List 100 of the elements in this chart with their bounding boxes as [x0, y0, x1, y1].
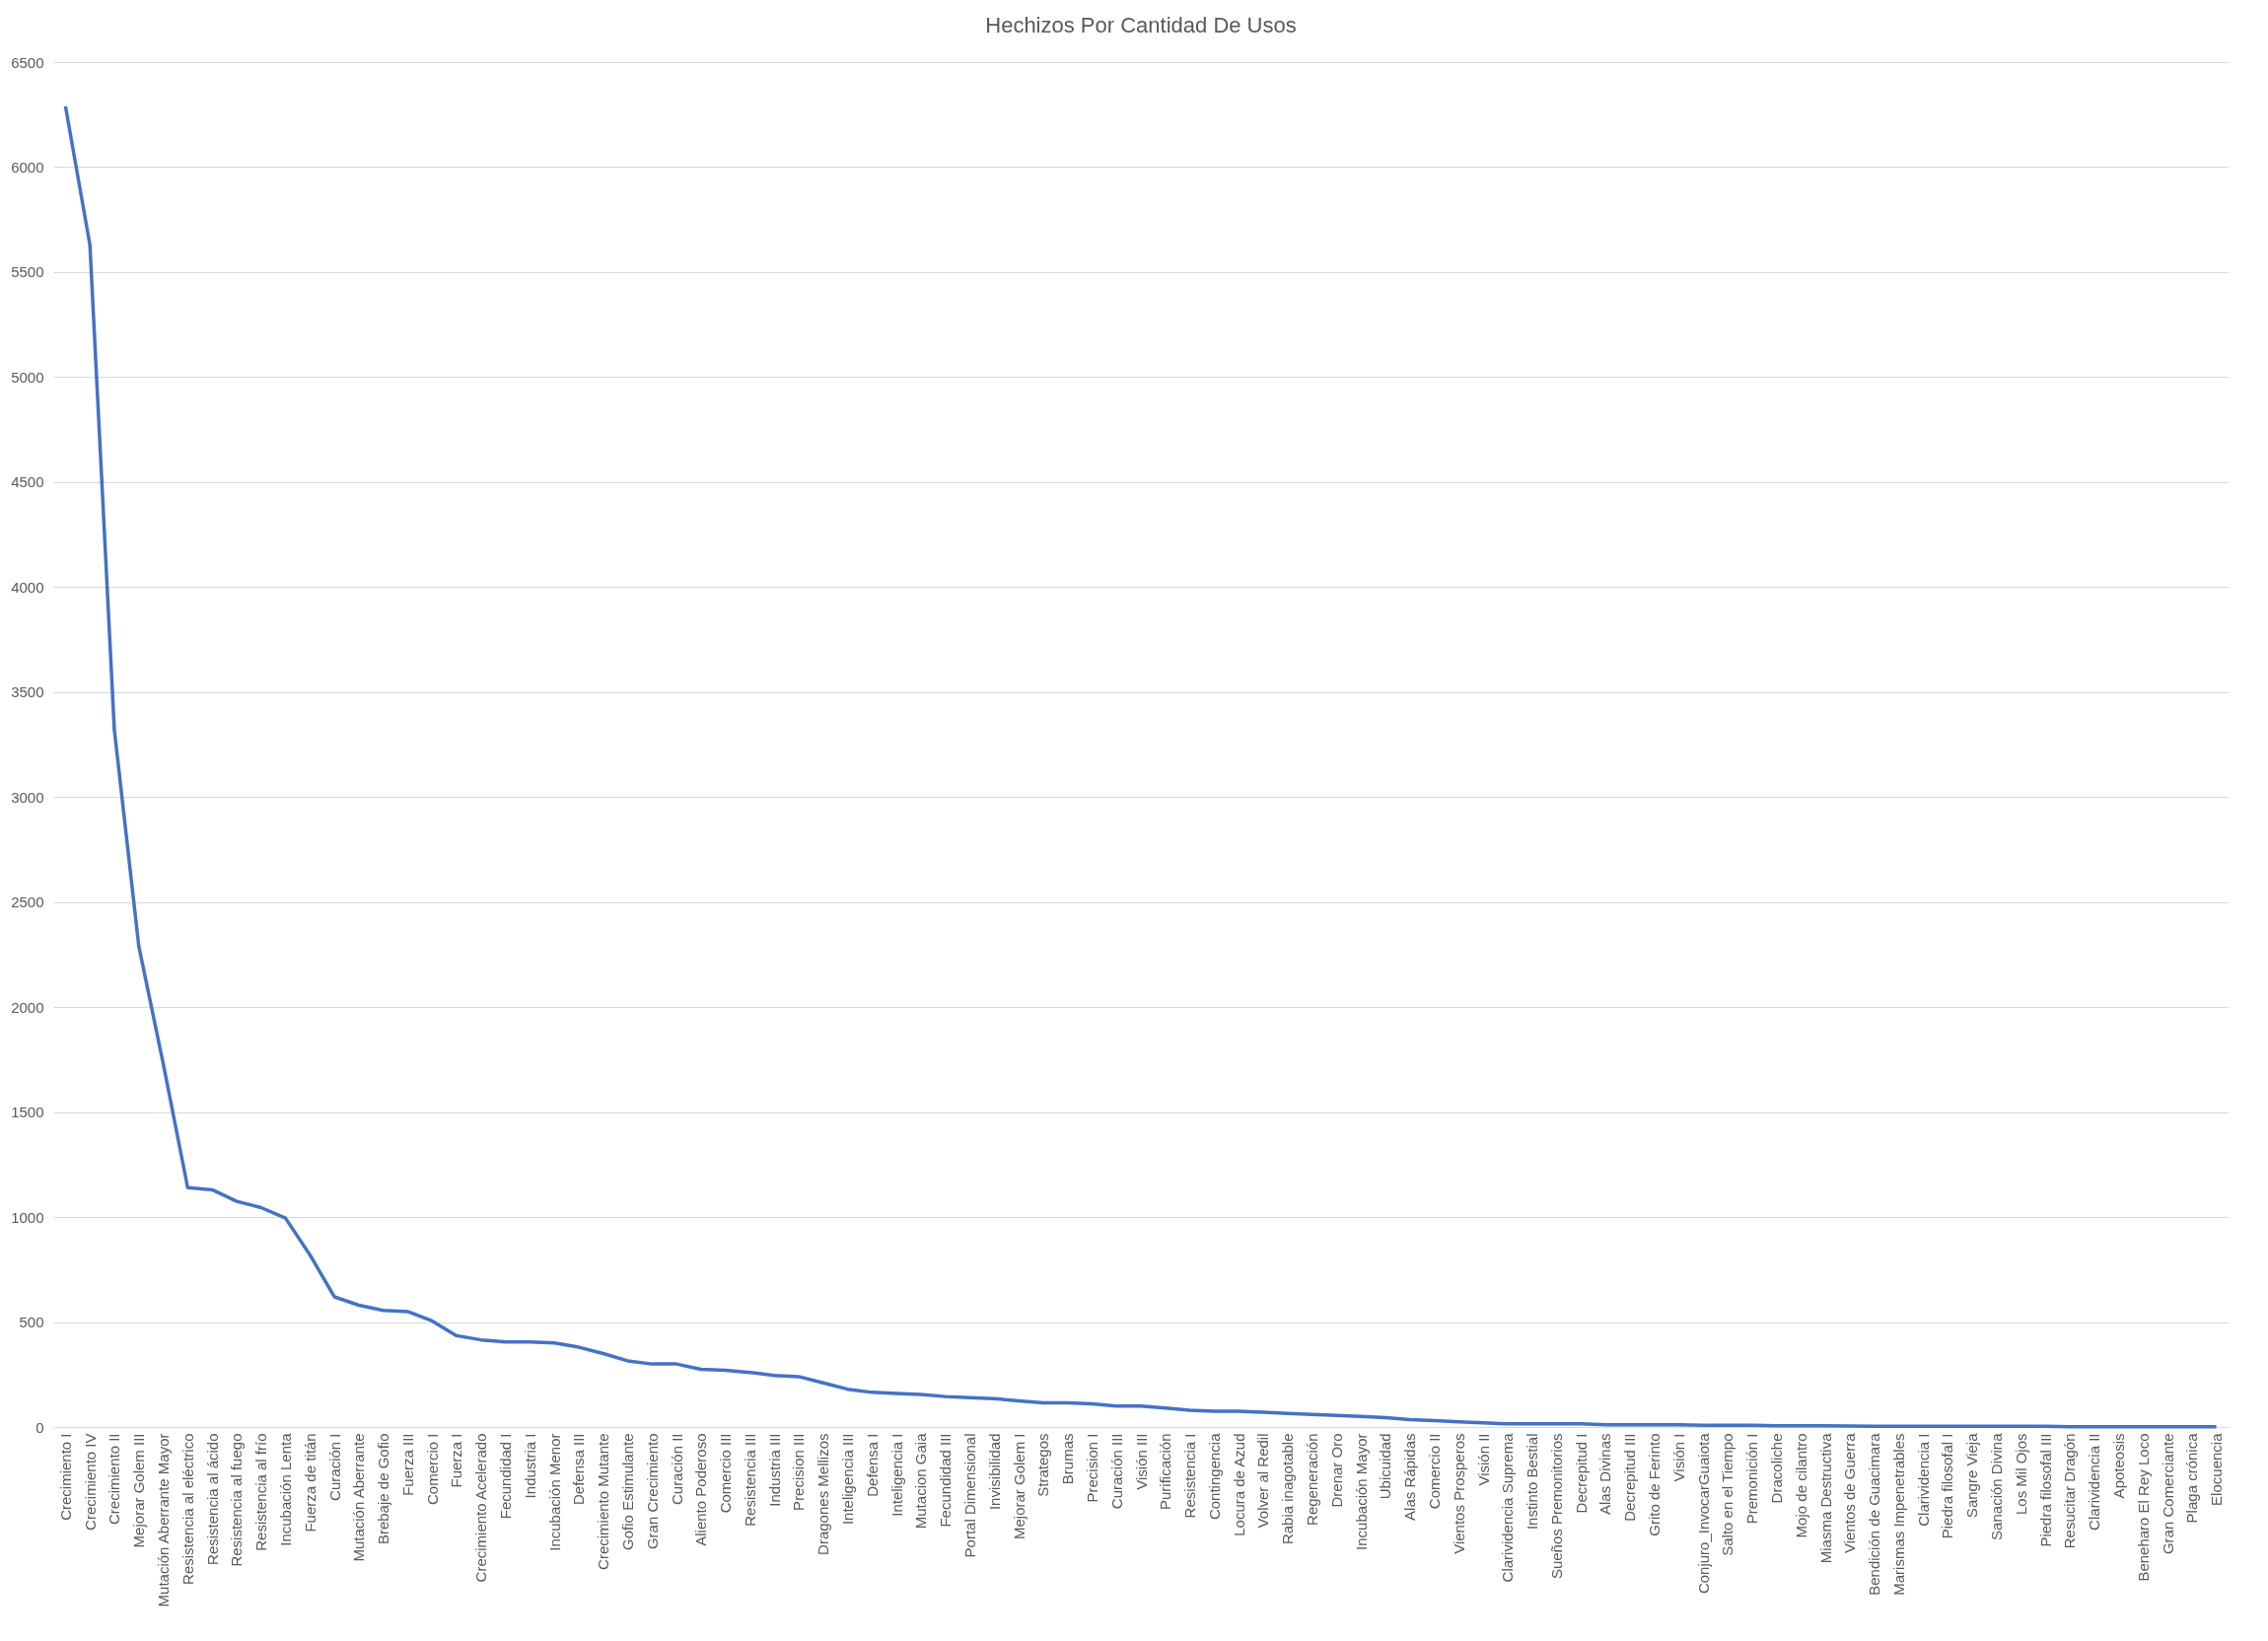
x-tick-label: Curación II: [668, 1433, 685, 1506]
x-tick-label: Incubación Mayor: [1352, 1433, 1370, 1550]
x-tick-label: Los Mil Ojos: [2012, 1433, 2029, 1516]
x-tick-label: Salto en el Tiempo: [1719, 1433, 1736, 1556]
x-tick-label: Gran Crecimiento: [643, 1433, 661, 1550]
x-tick-label: Alas Rápidas: [1401, 1433, 1419, 1521]
x-tick-label: Marismas Impenetrables: [1889, 1433, 1907, 1596]
y-tick-label: 0: [35, 1418, 44, 1436]
x-tick-label: Curación I: [325, 1433, 343, 1501]
x-tick-label: Visión II: [1474, 1433, 1492, 1486]
x-tick-label: Fecundidad III: [937, 1433, 955, 1528]
x-tick-label: Apoteosis: [2109, 1433, 2127, 1499]
y-tick-label: 500: [19, 1314, 44, 1331]
x-tick-label: Industria I: [521, 1433, 538, 1499]
x-tick-label: Comercio III: [717, 1433, 735, 1514]
x-tick-label: Aliento Poderoso: [692, 1433, 710, 1546]
x-tick-label: Purificación: [1157, 1433, 1174, 1511]
x-tick-label: Resistencia III: [741, 1433, 758, 1527]
x-tick-label: Crecimiento I: [56, 1433, 74, 1521]
x-tick-label: Gran Comerciante: [2159, 1433, 2176, 1555]
x-tick-label: Precision III: [790, 1433, 808, 1511]
x-tick-label: Portal Dimensional: [960, 1433, 978, 1558]
x-tick-label: Elocuencia: [2208, 1432, 2226, 1506]
y-tick-label: 1000: [11, 1208, 44, 1226]
y-tick-label: 1500: [11, 1104, 44, 1121]
chart-title: Hechizos Por Cantidad De Usos: [985, 13, 1297, 37]
y-tick-label: 2000: [11, 998, 44, 1016]
x-tick-label: Plaga crónica: [2183, 1432, 2201, 1524]
x-tick-label: Clarividencia I: [1914, 1433, 1932, 1527]
x-tick-label: Dragones Mellizos: [815, 1433, 832, 1555]
x-tick-label: Regeneración: [1304, 1433, 1321, 1526]
x-tick-label: Incubación Lenta: [276, 1432, 294, 1546]
y-tick-label: 3500: [11, 683, 44, 701]
x-tick-label: Crecimiento II: [106, 1433, 123, 1526]
x-tick-label: Defensa III: [570, 1433, 588, 1506]
x-tick-label: Precision I: [1083, 1433, 1100, 1503]
x-tick-label: Beneharo El Rey Loco: [2134, 1433, 2152, 1582]
x-tick-label: Incubación Menor: [545, 1433, 563, 1551]
x-tick-label: Alas Divinas: [1596, 1433, 1614, 1516]
x-tick-label: Miasma Destructiva: [1816, 1432, 1834, 1564]
x-tick-label: Bendición de Guacimara: [1866, 1432, 1883, 1596]
x-tick-label: Locura de Azud: [1230, 1433, 1247, 1536]
x-tick-label: Drenar Oro: [1327, 1433, 1345, 1508]
x-tick-label: Comercio II: [1425, 1433, 1443, 1510]
x-tick-label: Resistencia al ácido: [203, 1433, 221, 1565]
x-tick-label: Ubicuidad: [1377, 1433, 1394, 1500]
y-tick-label: 2500: [11, 893, 44, 911]
x-tick-label: Sanación Divina: [1988, 1432, 2006, 1540]
x-tick-label: Fecundidad I: [497, 1433, 515, 1520]
x-tick-label: Instinto Bestial: [1524, 1433, 1541, 1531]
x-tick-label: Resistencia al fuego: [228, 1433, 246, 1567]
x-tick-label: Gofio Estimulante: [618, 1433, 636, 1550]
x-tick-label: Visión III: [1132, 1433, 1150, 1490]
x-tick-label: Mutación Aberrante Mayor: [155, 1433, 173, 1607]
line-series: [63, 104, 2219, 1429]
x-tick-label: Inteligencia III: [839, 1433, 857, 1526]
x-tick-label: Rabia inagotable: [1279, 1433, 1297, 1545]
x-tick-label: Crecimiento Mutante: [595, 1433, 612, 1570]
x-tick-label: Clarividencia II: [2086, 1433, 2103, 1531]
x-tick-label: Mejorar Golem I: [1010, 1433, 1028, 1540]
y-tick-label: 5500: [11, 263, 44, 281]
y-tick-label: 6500: [11, 53, 44, 71]
y-tick-label: 6000: [11, 158, 44, 176]
y-tick-label: 4000: [11, 578, 44, 596]
x-tick-label: Contingencia: [1205, 1432, 1223, 1521]
x-tick-label: Mojo de cilantro: [1792, 1433, 1809, 1538]
x-tick-label: Resistencia al frío: [252, 1433, 270, 1551]
x-tick-label: Industria III: [765, 1433, 783, 1507]
x-tick-label: Vientos de Guerra: [1841, 1432, 1859, 1553]
x-tick-label: Brebaje de Gofio: [375, 1433, 392, 1545]
y-tick-label: 5000: [11, 368, 44, 386]
x-tick-label: Crecimiento IV: [81, 1433, 99, 1531]
x-tick-label: Visión I: [1669, 1433, 1687, 1482]
x-tick-label: Resistencia al eléctrico: [178, 1433, 196, 1585]
x-tick-label: Grito de Ferinto: [1646, 1433, 1664, 1536]
x-tick-label: Volver al Redil: [1254, 1433, 1272, 1529]
x-tick-label: Strategos: [1034, 1433, 1052, 1497]
x-tick-label: Clarividencia Suprema: [1499, 1432, 1517, 1583]
x-tick-label: Fuerza I: [448, 1433, 465, 1488]
x-tick-label: Conjuro_InvocarGuaiota: [1694, 1432, 1712, 1595]
x-tick-label: Sangre Vieja: [1963, 1432, 1981, 1519]
x-tick-label: Dracoliche: [1767, 1433, 1785, 1504]
x-tick-label: Comercio I: [423, 1433, 441, 1506]
x-tick-label: Mutación Aberrante: [350, 1433, 368, 1562]
x-tick-label: Piedra filosofal I: [1939, 1433, 1956, 1539]
x-tick-label: Decrepitud I: [1572, 1433, 1590, 1514]
x-tick-label: Brumas: [1059, 1433, 1077, 1485]
x-tick-label: Fuerza III: [398, 1433, 416, 1496]
x-tick-label: Curación III: [1107, 1433, 1125, 1510]
x-tick-label: Inteligencia I: [887, 1433, 905, 1517]
x-tick-label: Mutacion Gaia: [912, 1432, 930, 1530]
x-tick-label: Defensa I: [863, 1433, 881, 1497]
y-tick-label: 4500: [11, 473, 44, 491]
x-tick-label: Resucitar Dragón: [2061, 1433, 2079, 1549]
x-tick-label: Sueños Premonitorios: [1547, 1433, 1565, 1580]
x-tick-label: Decrepitud III: [1621, 1433, 1639, 1522]
y-tick-label: 3000: [11, 788, 44, 806]
x-tick-label: Fuerza de titán: [301, 1433, 319, 1533]
x-tick-label: Crecimiento Acelerado: [472, 1433, 490, 1583]
x-tick-label: Piedra filosofal III: [2036, 1433, 2054, 1547]
